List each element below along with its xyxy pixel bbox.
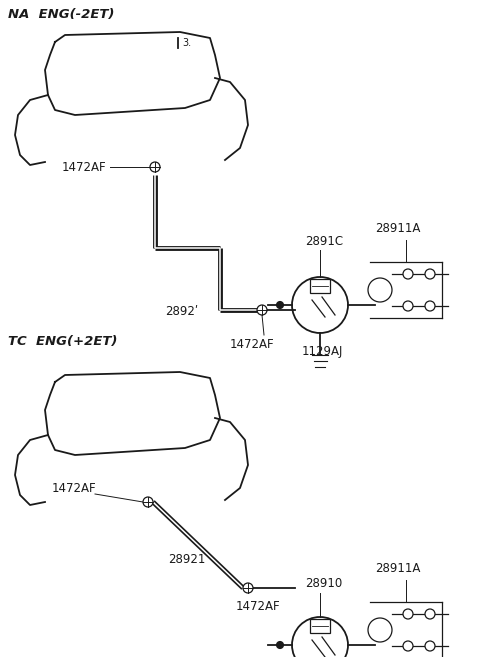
- Circle shape: [368, 278, 392, 302]
- Text: 28911A: 28911A: [375, 562, 420, 575]
- Text: 28921: 28921: [168, 553, 205, 566]
- Circle shape: [368, 618, 392, 642]
- Circle shape: [150, 162, 160, 172]
- Circle shape: [292, 277, 348, 333]
- Circle shape: [425, 609, 435, 619]
- Circle shape: [276, 302, 284, 309]
- Text: 1472AF: 1472AF: [52, 482, 96, 495]
- Circle shape: [403, 301, 413, 311]
- Bar: [310, 619, 330, 633]
- Circle shape: [243, 583, 253, 593]
- Circle shape: [425, 269, 435, 279]
- Circle shape: [257, 305, 267, 315]
- Circle shape: [425, 641, 435, 651]
- Circle shape: [403, 609, 413, 619]
- Text: NA  ENG(-2ET): NA ENG(-2ET): [8, 8, 114, 21]
- Circle shape: [143, 497, 153, 507]
- Circle shape: [276, 641, 284, 648]
- Text: 2891C: 2891C: [305, 235, 343, 248]
- Text: 1129AJ: 1129AJ: [302, 345, 343, 358]
- Circle shape: [403, 269, 413, 279]
- Text: 1472AF: 1472AF: [230, 338, 275, 351]
- Text: 1472AF: 1472AF: [62, 161, 107, 174]
- Text: 3.: 3.: [182, 38, 191, 48]
- Text: 28910: 28910: [305, 577, 342, 590]
- Polygon shape: [45, 372, 220, 455]
- Circle shape: [425, 301, 435, 311]
- Text: 28911A: 28911A: [375, 222, 420, 235]
- Circle shape: [292, 617, 348, 657]
- Text: TC  ENG(+2ET): TC ENG(+2ET): [8, 335, 118, 348]
- Circle shape: [403, 641, 413, 651]
- Text: 2892ʹ: 2892ʹ: [165, 305, 198, 318]
- Polygon shape: [45, 32, 220, 115]
- Text: 1472AF: 1472AF: [236, 600, 281, 613]
- Bar: [310, 279, 330, 293]
